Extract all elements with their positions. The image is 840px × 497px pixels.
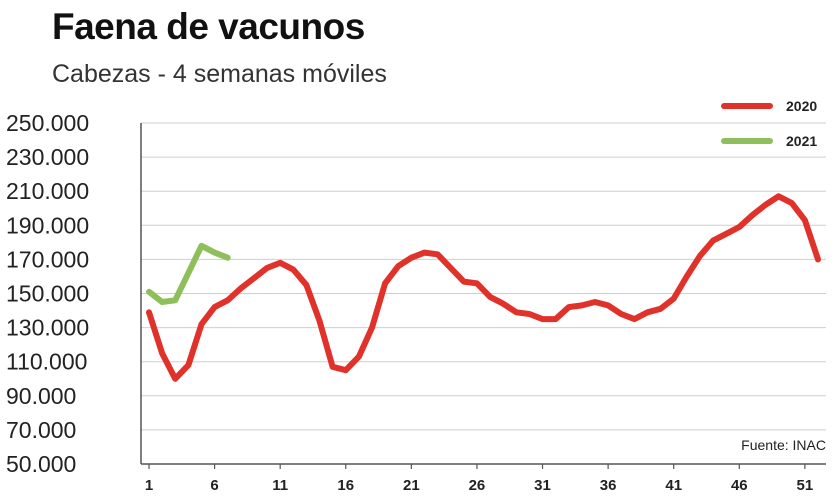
x-tick-label: 26	[469, 477, 486, 494]
series-line-2020	[146, 193, 821, 382]
y-tick-label: 70.000	[6, 417, 76, 443]
grid-lines	[141, 122, 826, 431]
y-tick-label: 50.000	[6, 451, 76, 477]
y-tick-label: 150.000	[6, 281, 89, 307]
legend-label-2020: 2020	[786, 98, 817, 114]
chart-title: Faena de vacunos	[52, 6, 365, 47]
y-tick-label: 130.000	[6, 315, 89, 341]
y-tick-label: 230.000	[6, 144, 89, 170]
legend-label-2021: 2021	[786, 133, 817, 149]
series-line-2021	[146, 242, 231, 305]
y-tick-labels: 250.000 230.000 210.000 190.000 170.000 150.0…	[6, 110, 89, 477]
series-lines	[146, 193, 821, 382]
x-tick-label: 36	[600, 477, 617, 494]
x-tick-label: 1	[145, 477, 153, 494]
x-tick-label: 11	[272, 477, 288, 494]
x-tick-label: 21	[403, 477, 420, 494]
x-tick-label: 16	[337, 477, 354, 494]
y-tick-label: 190.000	[6, 212, 89, 238]
x-tick-labels: 1 6 11 16 21 26 31 36 41 46 51	[145, 477, 813, 494]
axes	[140, 123, 826, 469]
source-note: Fuente: INAC	[741, 437, 826, 453]
x-tick-label: 46	[731, 477, 748, 494]
legend: 2020 2021	[721, 98, 817, 149]
x-tick-label: 6	[210, 477, 218, 494]
y-tick-label: 90.000	[6, 383, 76, 409]
y-tick-label: 250.000	[6, 110, 89, 136]
chart-subtitle: Cabezas - 4 semanas móviles	[52, 60, 387, 88]
x-tick-label: 51	[797, 477, 814, 494]
x-tick-label: 31	[534, 477, 551, 494]
y-tick-label: 110.000	[6, 349, 87, 375]
y-tick-label: 210.000	[6, 178, 89, 204]
y-tick-label: 170.000	[6, 246, 89, 272]
x-tick-label: 41	[665, 477, 682, 494]
